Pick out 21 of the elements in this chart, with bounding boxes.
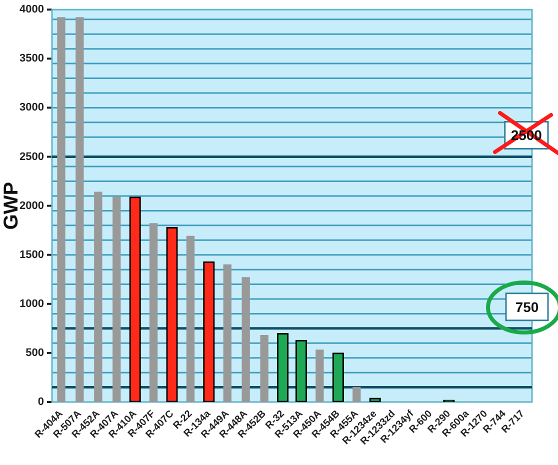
bar [316, 350, 324, 402]
y-tick-label: 4000 [20, 4, 44, 16]
bar [149, 223, 158, 402]
ref-line-label: 750 [515, 298, 539, 315]
bar [76, 17, 84, 402]
y-tick-label: 500 [26, 346, 44, 359]
bar [260, 334, 268, 402]
bar [112, 196, 121, 402]
bar [242, 277, 250, 402]
y-tick-label: 2000 [20, 200, 44, 212]
bar [223, 264, 232, 402]
bar [186, 236, 195, 402]
bar [352, 386, 361, 402]
y-tick-label: 1000 [20, 298, 44, 310]
y-tick-label: 1500 [20, 248, 44, 261]
bar [57, 17, 66, 402]
y-tick-label: 3500 [20, 52, 44, 65]
y-tick-label: 3000 [20, 102, 44, 114]
y-tick-label: 2500 [20, 150, 44, 163]
bar [94, 192, 102, 402]
y-tick-label: 0 [38, 396, 44, 408]
